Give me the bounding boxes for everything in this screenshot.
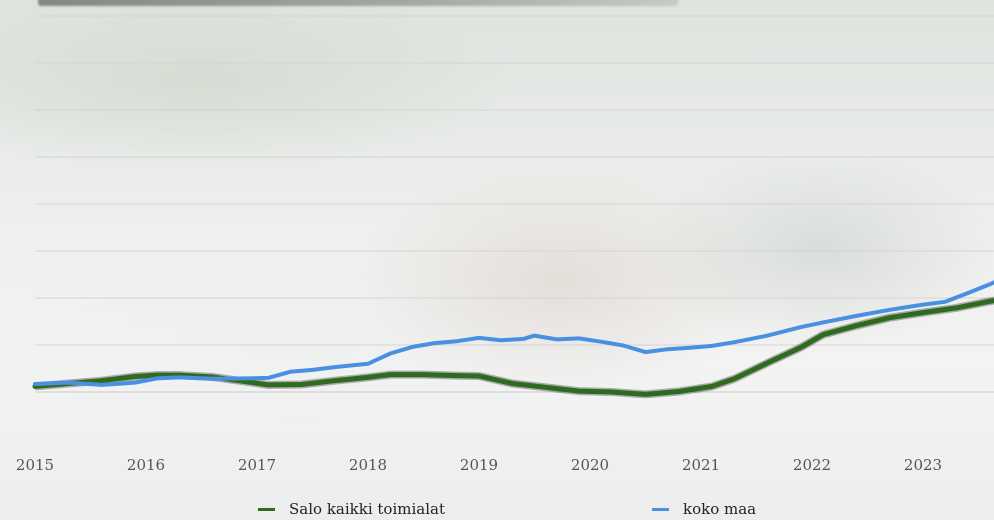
- x-tick-label-2022: 2022: [793, 456, 831, 474]
- series-line-koko-maa: [33, 280, 994, 387]
- series-line-shadow-salo: [34, 296, 994, 399]
- x-tick-label-2015: 2015: [16, 456, 54, 474]
- x-tick-label-2021: 2021: [682, 456, 720, 474]
- x-tick-label-2019: 2019: [460, 456, 498, 474]
- legend-label-salo: Salo kaikki toimialat: [289, 500, 445, 518]
- legend-item-koko-maa: koko maa: [652, 500, 756, 518]
- x-axis-ticks: 2015 2016 2017 2018 2019 2020 2021 2022 2023: [16, 456, 942, 474]
- x-tick-label-2023: 2023: [904, 456, 942, 474]
- gridlines: [35, 15, 994, 393]
- legend-swatch-salo: [258, 507, 275, 511]
- legend-swatch-koko-maa: [652, 507, 669, 511]
- x-tick-label-2016: 2016: [127, 456, 165, 474]
- x-tick-label-2018: 2018: [349, 456, 387, 474]
- legend-label-koko-maa: koko maa: [683, 500, 757, 518]
- x-tick-label-2020: 2020: [571, 456, 609, 474]
- cropped-title-text: [38, 0, 678, 6]
- x-tick-label-2017: 2017: [238, 456, 276, 474]
- series-line-salo: [32, 298, 994, 397]
- series-lines: [32, 280, 994, 399]
- legend-item-salo: Salo kaikki toimialat: [258, 500, 445, 518]
- legend: Salo kaikki toimialat koko maa: [0, 496, 994, 520]
